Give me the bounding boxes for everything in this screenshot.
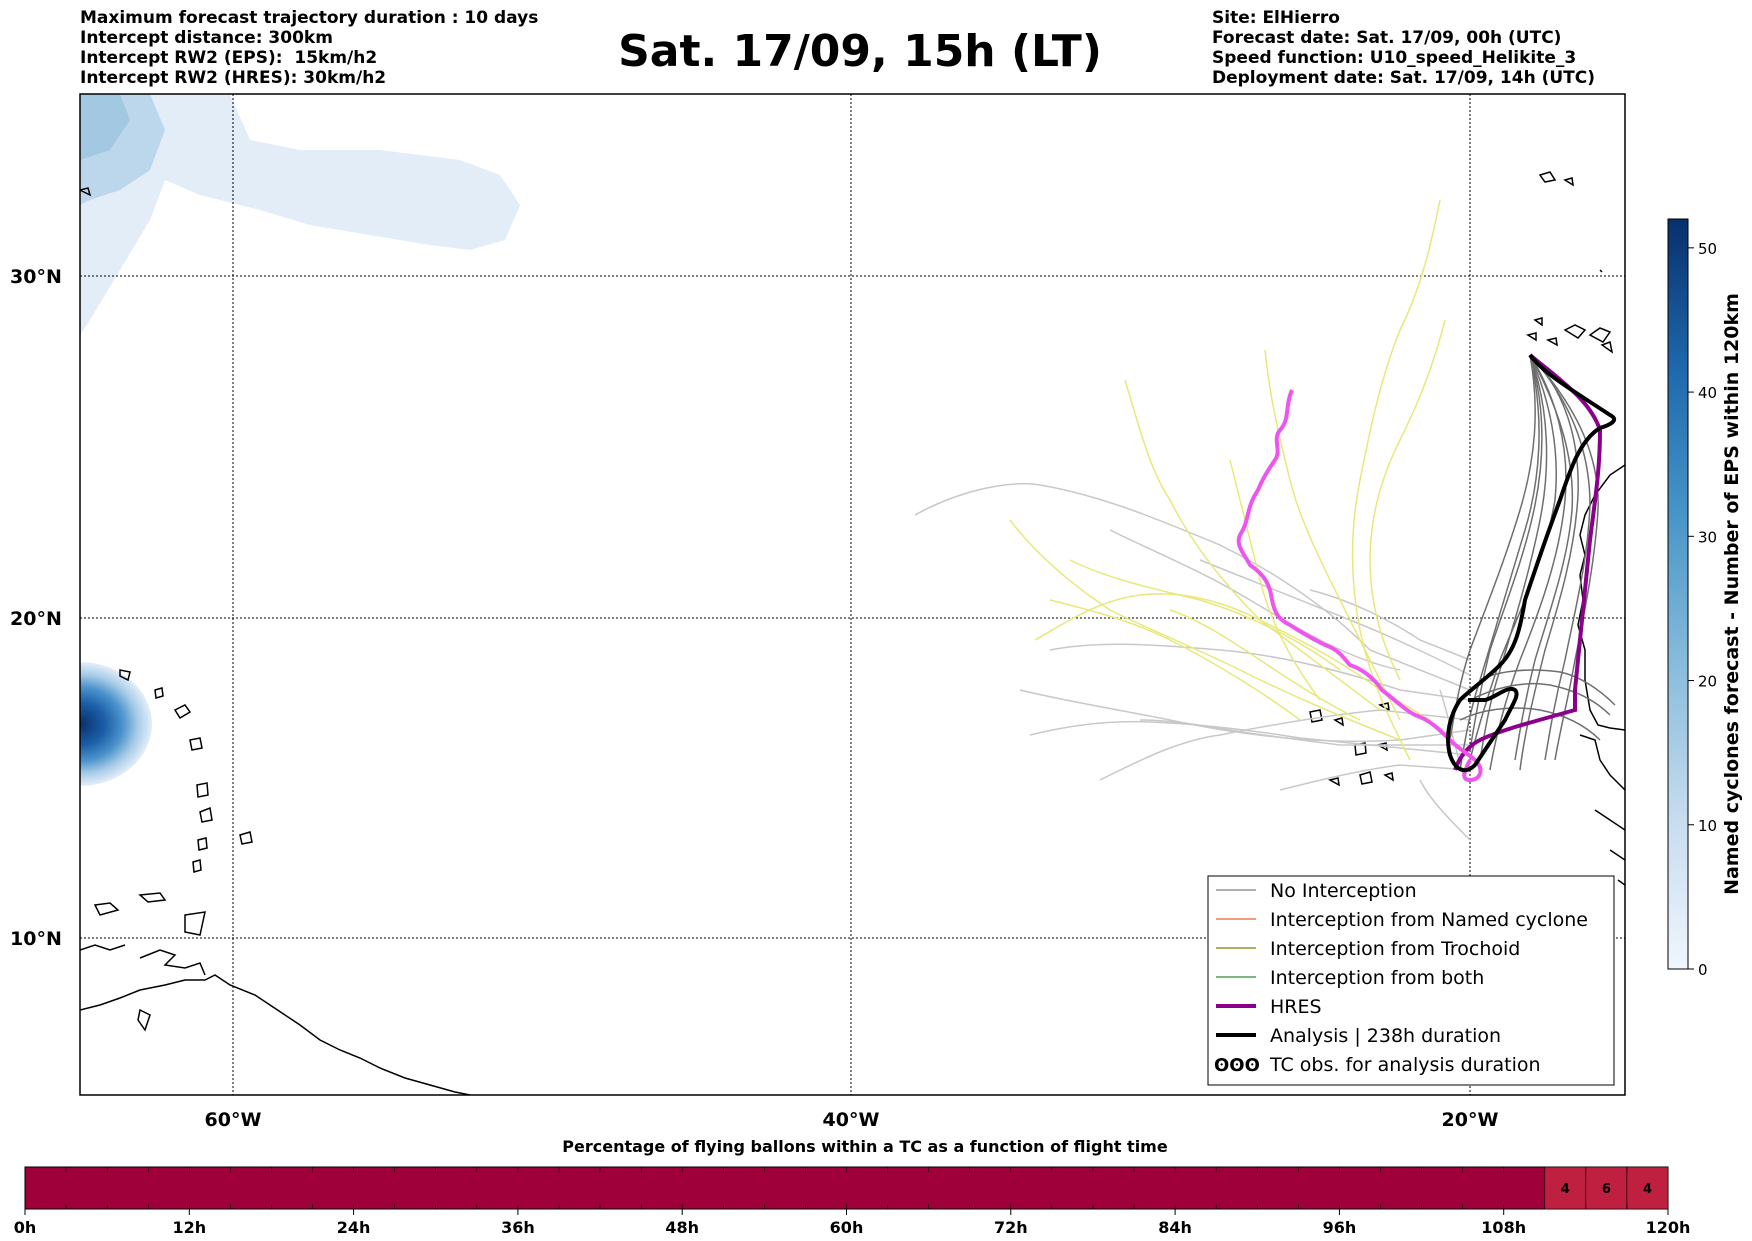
colorbar-tick-label: 0 (1698, 961, 1708, 979)
timeline-tick-label: 120h (1646, 1218, 1691, 1237)
timeline-tick-label: 72h (994, 1218, 1028, 1237)
legend-label: Interception from both (1270, 967, 1484, 989)
pink-trajectory (1236, 389, 1483, 783)
lat-label-20n: 20°N (10, 608, 62, 630)
timeline-bar (24, 1166, 1669, 1210)
legend: No Interception Interception from Named c… (1207, 875, 1615, 1086)
header-left-line: Intercept RW2 (EPS): 15km/h2 (80, 48, 378, 68)
legend-item: ʘʘʘ TC obs. for analysis duration (1214, 1054, 1541, 1076)
legend-item: Interception from both (1216, 967, 1484, 989)
legend-item: No Interception (1216, 880, 1417, 902)
colorbar-fill (1667, 218, 1689, 970)
lat-label-30n: 30°N (10, 266, 62, 288)
legend-label: Analysis | 238h duration (1270, 1025, 1501, 1047)
colorbar: 0 10 20 30 40 50 Named cyclones forecast - Nu… (1667, 218, 1743, 979)
header-right: Site: ElHierro Forecast date: Sat. 17/09… (1212, 8, 1595, 88)
legend-item: Interception from Trochoid (1216, 938, 1520, 960)
analysis-trajectory (1446, 353, 1617, 773)
eps-density-core-2 (80, 94, 130, 160)
timeline-tick-label: 36h (501, 1218, 535, 1237)
trajectories-no-interception (914, 483, 1471, 841)
cyclone-density-blob (80, 662, 152, 786)
legend-item: Analysis | 238h duration (1216, 1025, 1501, 1047)
timeline-cell (1626, 1166, 1669, 1210)
colorbar-tick-label: 50 (1698, 240, 1717, 258)
timeline-tick-label: 96h (1323, 1218, 1357, 1237)
header-right-line: Site: ElHierro (1212, 8, 1340, 28)
timeline-cell-value: 4 (1643, 1182, 1652, 1197)
header-right-line: Deployment date: Sat. 17/09, 14h (UTC) (1212, 68, 1596, 88)
coastlines (80, 171, 1625, 1095)
timeline-cell-value: 4 (1561, 1182, 1570, 1197)
lat-label-10n: 10°N (10, 928, 62, 950)
timeline-tick-label: 24h (337, 1218, 371, 1237)
timeline-tick-label: 0h (14, 1218, 37, 1237)
lon-label-20w: 20°W (1442, 1109, 1499, 1131)
header-right-line: Speed function: U10_speed_Helikite_3 (1212, 48, 1577, 68)
lon-label-60w: 60°W (205, 1109, 262, 1131)
timeline-tick-label: 108h (1481, 1218, 1526, 1237)
colorbar-tick-label: 40 (1698, 384, 1717, 402)
lon-label-40w: 40°W (823, 1109, 880, 1131)
header-right-line: Forecast date: Sat. 17/09, 00h (UTC) (1212, 28, 1562, 48)
timeline-cell (1544, 1166, 1587, 1210)
header-left: Maximum forecast trajectory duration : 1… (80, 8, 538, 88)
map-frame (79, 93, 1626, 1096)
colorbar-tick-label: 20 (1698, 673, 1717, 691)
legend-label: No Interception (1270, 880, 1417, 902)
hres-trajectory (1453, 353, 1603, 771)
legend-label: HRES (1270, 996, 1322, 1018)
legend-label: Interception from Named cyclone (1270, 909, 1588, 931)
gridlines (80, 94, 1625, 1095)
colorbar-tick-label: 30 (1698, 528, 1717, 546)
legend-label: TC obs. for analysis duration (1269, 1054, 1541, 1076)
page-title: Sat. 17/09, 15h (LT) (618, 26, 1102, 77)
timeline-tick-label: 60h (830, 1218, 864, 1237)
legend-label: Interception from Trochoid (1270, 938, 1520, 960)
legend-symbol: ʘʘʘ (1214, 1055, 1260, 1076)
eps-density-region (80, 94, 520, 335)
timeline-tick-label: 12h (172, 1218, 206, 1237)
timeline-cell-value: 6 (1602, 1182, 1611, 1197)
timeline-cell (1585, 1166, 1628, 1210)
timeline-title: Percentage of flying ballons within a TC… (562, 1137, 1168, 1156)
trajectories-dense-bundle (1449, 354, 1616, 771)
timeline-tick-label: 48h (665, 1218, 699, 1237)
header-left-line: Intercept RW2 (HRES): 30km/h2 (80, 68, 387, 88)
colorbar-label: Named cyclones forecast - Number of EPS … (1721, 293, 1743, 895)
trajectories-trochoid (1009, 199, 1446, 761)
header-left-line: Maximum forecast trajectory duration : 1… (80, 8, 539, 28)
legend-item: Interception from Named cyclone (1216, 909, 1588, 931)
legend-item: HRES (1216, 996, 1322, 1018)
colorbar-tick-label: 10 (1698, 817, 1717, 835)
timeline-tick-label: 84h (1158, 1218, 1192, 1237)
flight-time-timeline: Percentage of flying ballons within a TC… (14, 1137, 1691, 1237)
header-left-line: Intercept distance: 300km (80, 28, 333, 48)
